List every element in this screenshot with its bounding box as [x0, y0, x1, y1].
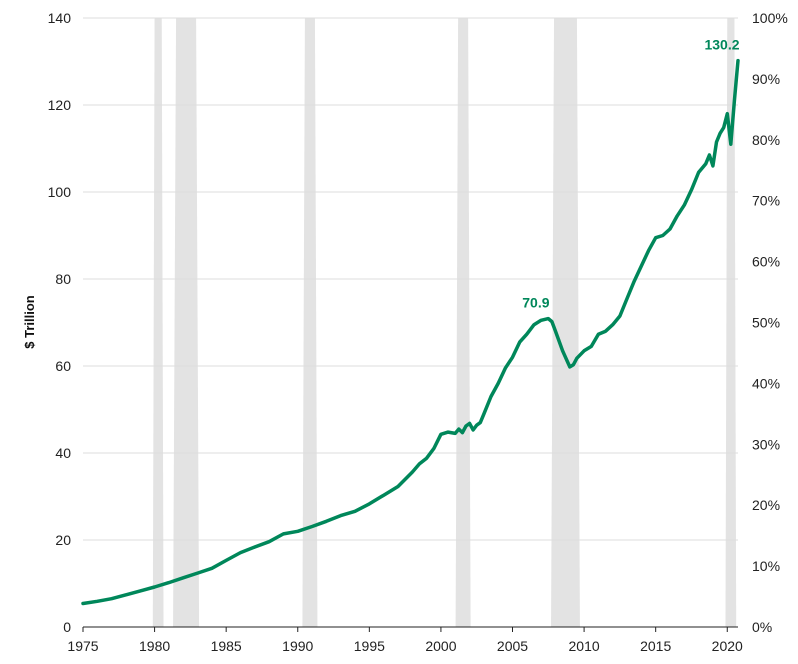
x-tick-label: 2005 — [497, 638, 528, 654]
y2-tick-label: 70% — [752, 193, 780, 209]
y-tick-label: 40 — [55, 445, 71, 461]
y2-tick-label: 0% — [752, 619, 772, 635]
x-tick-label: 1990 — [282, 638, 313, 654]
recession-band-4 — [551, 18, 580, 627]
tick-labels: 1975 1980 1985 1990 1995 2000 2005 2010 2015 2020… — [48, 10, 788, 654]
y-tick-label: 0 — [63, 619, 71, 635]
y2-tick-label: 20% — [752, 497, 780, 513]
y-tick-label: 80 — [55, 271, 71, 287]
y2-tick-label: 40% — [752, 375, 780, 391]
y2-tick-label: 60% — [752, 254, 780, 270]
annotation-label: 130.2 — [704, 37, 739, 53]
y2-tick-label: 90% — [752, 71, 780, 87]
y-tick-label: 120 — [48, 97, 72, 113]
y-tick-label: 60 — [55, 358, 71, 374]
y-tick-label: 100 — [48, 184, 72, 200]
x-tick-label: 2010 — [569, 638, 600, 654]
recession-shading — [152, 18, 737, 627]
x-tick-label: 2000 — [425, 638, 456, 654]
recession-band-3 — [455, 18, 471, 627]
y-tick-label: 140 — [48, 10, 72, 26]
recession-band-0 — [152, 18, 164, 627]
x-tick-label: 2015 — [640, 638, 671, 654]
y2-tick-label: 50% — [752, 315, 780, 331]
recession-band-2 — [302, 18, 318, 627]
y2-tick-label: 100% — [752, 10, 788, 26]
line-series — [81, 58, 740, 606]
recession-band-1 — [173, 18, 200, 627]
annotation-label: 70.9 — [522, 295, 549, 311]
y2-tick-label: 10% — [752, 558, 780, 574]
x-tick-label: 2020 — [712, 638, 743, 654]
recession-band-5 — [725, 18, 737, 627]
annotations: 70.9 130.2 — [522, 37, 739, 311]
x-tick-label: 1995 — [354, 638, 385, 654]
y2-tick-label: 30% — [752, 436, 780, 452]
y2-tick-label: 80% — [752, 132, 780, 148]
y-tick-label: 20 — [55, 532, 71, 548]
gridlines — [83, 17, 738, 541]
series-line — [81, 58, 740, 606]
y-axis-title: $ Trillion — [22, 295, 37, 349]
x-tick-label: 1985 — [211, 638, 242, 654]
x-tick-label: 1975 — [67, 638, 98, 654]
x-tick-label: 1980 — [139, 638, 170, 654]
